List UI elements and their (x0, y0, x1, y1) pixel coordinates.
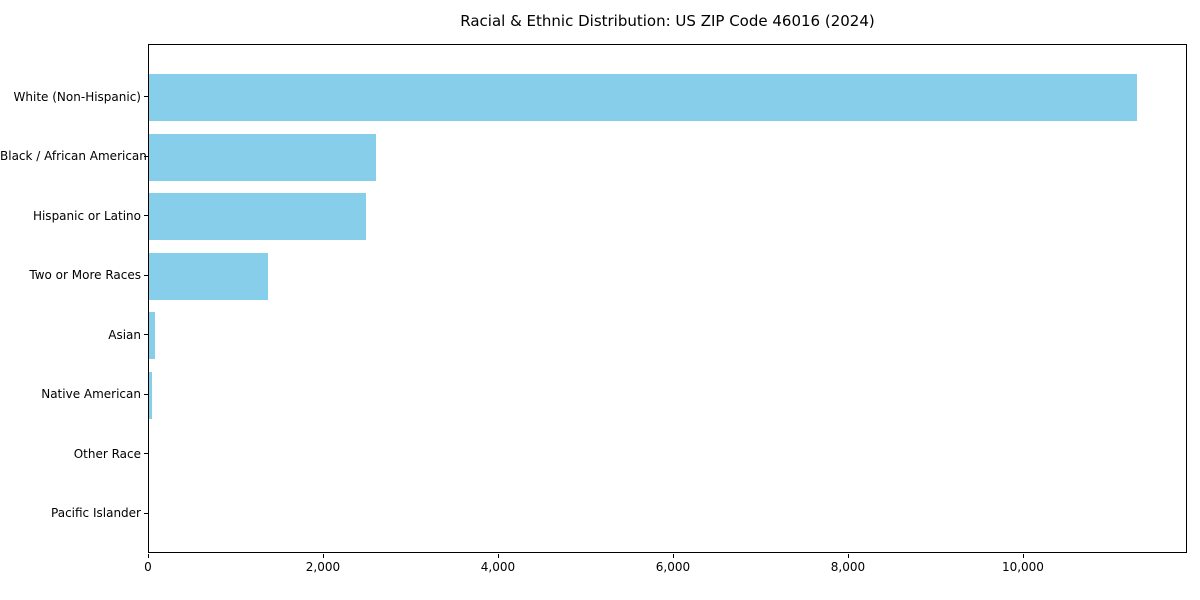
plot-area (148, 44, 1187, 553)
xtick-mark (1022, 554, 1024, 558)
xtick-label: 10,000 (1001, 560, 1044, 574)
ytick-mark (144, 512, 148, 514)
bar-black-african-american (149, 133, 376, 181)
ytick-label: Other Race (73, 446, 141, 461)
xtick-mark (847, 554, 849, 558)
ytick-mark (144, 393, 148, 395)
xtick-label: 8,000 (830, 560, 866, 574)
ytick-label: Native American (41, 387, 141, 401)
ytick-label: Asian (108, 327, 141, 342)
bar-asian (149, 312, 155, 359)
ytick-label: Pacific Islander (51, 506, 141, 520)
xtick-mark (672, 554, 674, 558)
xtick-mark (148, 554, 149, 558)
ytick-label: Black / African American (0, 149, 147, 163)
ytick-mark (144, 274, 148, 276)
ytick-label: Hispanic or Latino (32, 208, 141, 223)
xtick-label: 6,000 (655, 560, 691, 574)
ytick-mark (144, 453, 148, 454)
ytick-mark (144, 155, 148, 157)
xtick-mark (322, 554, 324, 558)
ytick-mark (144, 215, 148, 216)
xtick-label: 0 (144, 560, 152, 574)
bar-white-non-hispanic (149, 74, 1137, 121)
xtick-label: 2,000 (305, 560, 341, 574)
bar-hispanic-or-latino (149, 193, 366, 240)
bar-two-or-more-races (149, 252, 268, 300)
ytick-label: Two or More Races (29, 268, 141, 282)
bar-native-american (149, 371, 152, 419)
ytick-mark (144, 334, 148, 335)
ytick-mark (144, 96, 148, 97)
ytick-label: White (Non-Hispanic) (13, 89, 141, 104)
xtick-mark (497, 554, 499, 558)
chart-title: Racial & Ethnic Distribution: US ZIP Cod… (460, 12, 875, 30)
xtick-label: 4,000 (480, 560, 516, 574)
